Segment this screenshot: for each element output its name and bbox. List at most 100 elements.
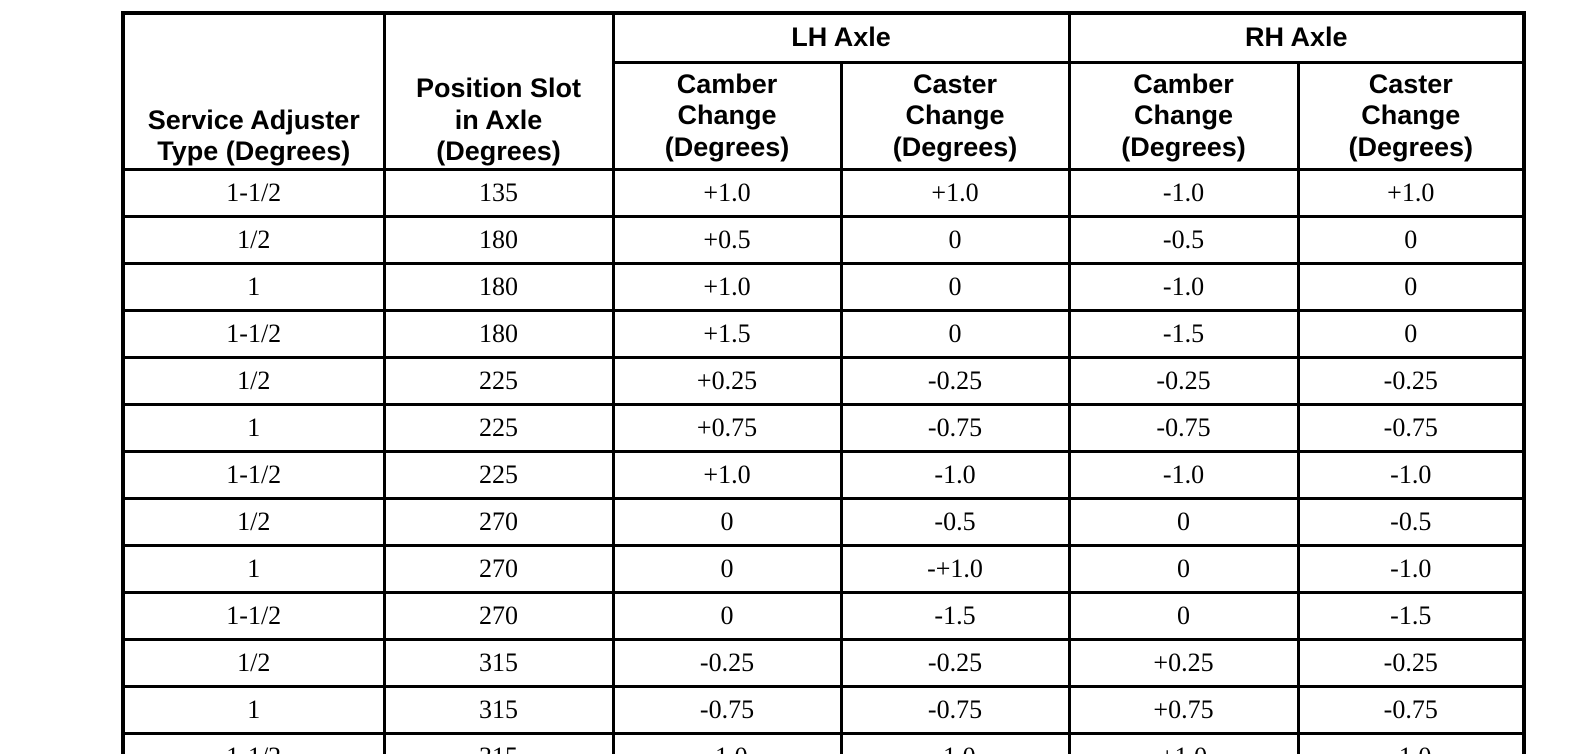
cell-rh-caster-change: -0.25	[1296, 356, 1526, 406]
cell-position-slot: 225	[382, 356, 615, 406]
cell-lh-camber-change: -1.0	[611, 732, 843, 754]
cell-rh-camber-change: -1.0	[1067, 262, 1300, 312]
table-row: 1-1/2 135 +1.0 +1.0 -1.0 +1.0	[121, 168, 1526, 218]
cell-lh-camber-change: +0.25	[611, 356, 843, 406]
cell-lh-camber-change: -0.25	[611, 638, 843, 688]
cell-service-adjuster-type: 1/2	[121, 638, 386, 688]
cell-rh-camber-change: -0.75	[1067, 403, 1300, 453]
cell-position-slot: 180	[382, 215, 615, 265]
header-rh-caster-change: Caster Change (Degrees)	[1296, 61, 1526, 171]
header-rh-axle-group: RH Axle	[1067, 11, 1526, 64]
table-row: 1/2 225 +0.25 -0.25 -0.25 -0.25	[121, 356, 1526, 406]
cell-rh-camber-change: -1.0	[1067, 450, 1300, 500]
cell-service-adjuster-type: 1-1/2	[121, 450, 386, 500]
cell-service-adjuster-type: 1-1/2	[121, 591, 386, 641]
header-lh-caster-change: Caster Change (Degrees)	[839, 61, 1071, 171]
cell-rh-camber-change: +0.25	[1067, 638, 1300, 688]
cell-rh-camber-change: -1.0	[1067, 168, 1300, 218]
cell-position-slot: 315	[382, 638, 615, 688]
table-row: 1/2 315 -0.25 -0.25 +0.25 -0.25	[121, 638, 1526, 688]
cell-service-adjuster-type: 1/2	[121, 497, 386, 547]
cell-lh-camber-change: 0	[611, 591, 843, 641]
table-row: 1-1/2 270 0 -1.5 0 -1.5	[121, 591, 1526, 641]
cell-lh-camber-change: +1.0	[611, 262, 843, 312]
cell-position-slot: 180	[382, 262, 615, 312]
cell-lh-caster-change: +1.0	[839, 168, 1071, 218]
cell-rh-camber-change: +1.0	[1067, 732, 1300, 754]
cell-position-slot: 315	[382, 685, 615, 735]
table-row: 1-1/2 225 +1.0 -1.0 -1.0 -1.0	[121, 450, 1526, 500]
cell-lh-caster-change: 0	[839, 309, 1071, 359]
cell-position-slot: 180	[382, 309, 615, 359]
cell-lh-camber-change: +1.5	[611, 309, 843, 359]
cell-service-adjuster-type: 1-1/2	[121, 168, 386, 218]
cell-lh-caster-change: -0.25	[839, 356, 1071, 406]
table-row: 1/2 270 0 -0.5 0 -0.5	[121, 497, 1526, 547]
cell-service-adjuster-type: 1	[121, 544, 386, 594]
table-row: 1-1/2 180 +1.5 0 -1.5 0	[121, 309, 1526, 359]
table-row: 1/2 180 +0.5 0 -0.5 0	[121, 215, 1526, 265]
cell-lh-camber-change: +1.0	[611, 168, 843, 218]
cell-lh-camber-change: 0	[611, 497, 843, 547]
cell-service-adjuster-type: 1	[121, 403, 386, 453]
cell-rh-camber-change: 0	[1067, 497, 1300, 547]
table-row: 1 225 +0.75 -0.75 -0.75 -0.75	[121, 403, 1526, 453]
header-service-adjuster-type: Service Adjuster Type (Degrees)	[121, 11, 386, 171]
cell-rh-caster-change: -1.0	[1296, 544, 1526, 594]
cell-position-slot: 135	[382, 168, 615, 218]
cell-rh-caster-change: -0.75	[1296, 685, 1526, 735]
cell-lh-caster-change: -1.0	[839, 732, 1071, 754]
table-row: 1 180 +1.0 0 -1.0 0	[121, 262, 1526, 312]
table-row: 1 270 0 -+1.0 0 -1.0	[121, 544, 1526, 594]
table-row: 1 315 -0.75 -0.75 +0.75 -0.75	[121, 685, 1526, 735]
cell-rh-camber-change: 0	[1067, 591, 1300, 641]
cell-service-adjuster-type: 1	[121, 685, 386, 735]
cell-position-slot: 270	[382, 591, 615, 641]
cell-rh-camber-change: -1.5	[1067, 309, 1300, 359]
cell-lh-camber-change: +0.75	[611, 403, 843, 453]
cell-service-adjuster-type: 1-1/2	[121, 732, 386, 754]
cell-rh-caster-change: -0.25	[1296, 638, 1526, 688]
table-header: Service Adjuster Type (Degrees) Position…	[121, 11, 1526, 171]
cell-rh-caster-change: 0	[1296, 215, 1526, 265]
cell-service-adjuster-type: 1/2	[121, 356, 386, 406]
cell-service-adjuster-type: 1-1/2	[121, 309, 386, 359]
cell-lh-caster-change: 0	[839, 262, 1071, 312]
cell-rh-caster-change: -1.0	[1296, 732, 1526, 754]
cell-rh-camber-change: 0	[1067, 544, 1300, 594]
table-row: 1-1/2 315 -1.0 -1.0 +1.0 -1.0	[121, 732, 1526, 754]
cell-lh-caster-change: 0	[839, 215, 1071, 265]
cell-lh-caster-change: -0.75	[839, 685, 1071, 735]
group-header-row: Service Adjuster Type (Degrees) Position…	[121, 11, 1526, 171]
cell-rh-caster-change: -1.5	[1296, 591, 1526, 641]
cell-lh-caster-change: -0.5	[839, 497, 1071, 547]
cell-lh-caster-change: -0.25	[839, 638, 1071, 688]
cell-rh-camber-change: +0.75	[1067, 685, 1300, 735]
cell-rh-caster-change: -0.75	[1296, 403, 1526, 453]
cell-lh-caster-change: -+1.0	[839, 544, 1071, 594]
cell-position-slot: 225	[382, 450, 615, 500]
cell-rh-camber-change: -0.5	[1067, 215, 1300, 265]
cell-position-slot: 315	[382, 732, 615, 754]
cell-rh-caster-change: 0	[1296, 262, 1526, 312]
cell-position-slot: 225	[382, 403, 615, 453]
cell-position-slot: 270	[382, 497, 615, 547]
cell-rh-caster-change: -0.5	[1296, 497, 1526, 547]
header-position-slot: Position Slot in Axle (Degrees)	[382, 11, 615, 171]
header-lh-camber-change: Camber Change (Degrees)	[611, 61, 843, 171]
cell-lh-camber-change: +0.5	[611, 215, 843, 265]
cell-service-adjuster-type: 1	[121, 262, 386, 312]
cell-lh-caster-change: -1.0	[839, 450, 1071, 500]
axle-adjustment-table: Service Adjuster Type (Degrees) Position…	[121, 11, 1526, 754]
cell-lh-caster-change: -0.75	[839, 403, 1071, 453]
cell-rh-caster-change: 0	[1296, 309, 1526, 359]
cell-lh-caster-change: -1.5	[839, 591, 1071, 641]
cell-rh-caster-change: -1.0	[1296, 450, 1526, 500]
cell-lh-camber-change: +1.0	[611, 450, 843, 500]
header-rh-camber-change: Camber Change (Degrees)	[1067, 61, 1300, 171]
header-lh-axle-group: LH Axle	[611, 11, 1071, 64]
sub-header-row: Camber Change (Degrees) Caster Change (D…	[123, 61, 1526, 171]
cell-lh-camber-change: -0.75	[611, 685, 843, 735]
cell-rh-camber-change: -0.25	[1067, 356, 1300, 406]
